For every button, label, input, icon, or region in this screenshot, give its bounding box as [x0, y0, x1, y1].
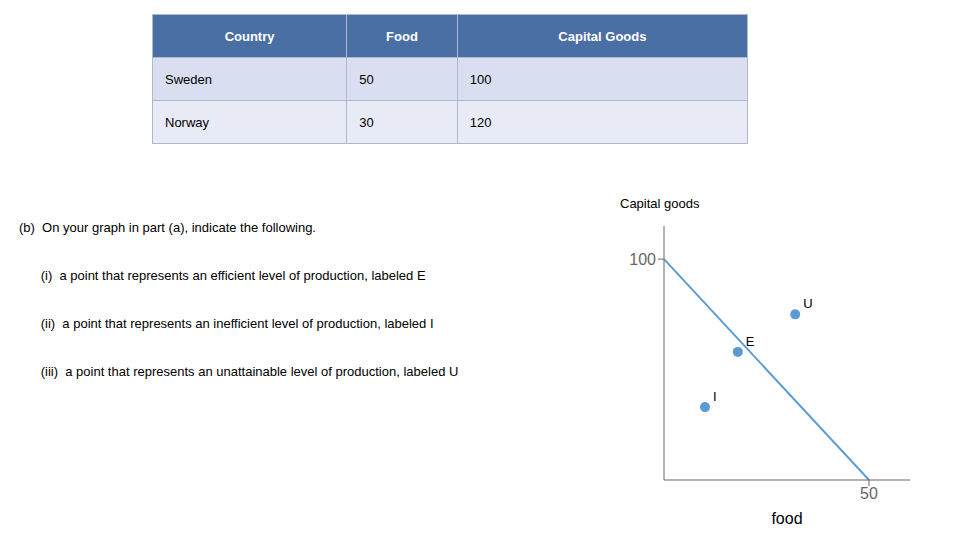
svg-text:U: U — [803, 296, 812, 311]
svg-text:50: 50 — [860, 485, 878, 502]
html-text:(b) On your graph in part (a),: (b) On your graph in part (a), indicate … — [19, 220, 316, 235]
html-text:100: 100 — [469, 71, 492, 87]
html-text:30: 30 — [359, 114, 374, 130]
html-text:Country: Country — [224, 28, 275, 44]
svg-text:food: food — [771, 510, 802, 527]
html-text:(ii) a point that represents a: (ii) a point that represents an ineffici… — [19, 316, 434, 331]
svg-text:100: 100 — [629, 251, 656, 268]
html-text:Sweden: Sweden — [165, 71, 212, 87]
html-text:50: 50 — [359, 71, 374, 87]
html-text:(iii) a point that represents: (iii) a point that represents an unattai… — [19, 364, 459, 379]
svg-text:E: E — [746, 334, 755, 349]
html-text:(i) a point that represents an: (i) a point that represents an efficient… — [19, 268, 426, 283]
html-text:120: 120 — [469, 114, 492, 130]
html-text:Food: Food — [386, 28, 418, 44]
html-text:Capital goods: Capital goods — [620, 196, 700, 211]
html-text:Norway: Norway — [165, 114, 210, 130]
svg-text:I: I — [713, 389, 717, 404]
html-text:Capital Goods: Capital Goods — [558, 28, 647, 44]
